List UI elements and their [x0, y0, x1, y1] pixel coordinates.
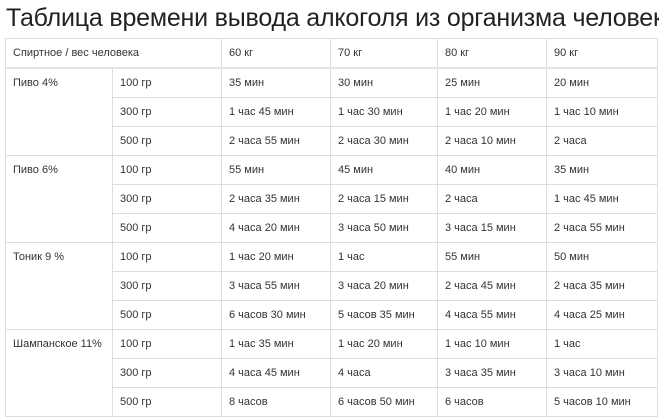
time-cell: 3 часа 15 мин: [437, 213, 547, 243]
table-row: 500 гр 6 часов 30 мин 5 часов 35 мин 4 часа…: [6, 300, 658, 330]
header-weight: 90 кг: [546, 38, 658, 69]
page-title: Таблица времени вывода алкоголя из орган…: [6, 4, 659, 32]
time-cell: 1 час 35 мин: [221, 329, 331, 359]
table-row: Тоник 9 % 100 гр 1 час 20 мин 1 час 55 мин 50…: [5, 242, 658, 330]
amount-cell: 500 гр: [112, 213, 222, 243]
table-row: 300 гр 1 час 45 мин 1 час 30 мин 1 час 20 м…: [6, 97, 658, 127]
drink-cell: Шампанское 11%: [5, 329, 113, 417]
amount-cell: 500 гр: [112, 126, 222, 156]
time-cell: 3 часа 20 мин: [330, 271, 438, 301]
amount-cell: 100 гр: [112, 67, 222, 98]
amount-cell: 500 гр: [112, 387, 222, 417]
alcohol-elimination-table: Спиртное / вес человека 60 кг 70 кг 80 к…: [5, 38, 658, 417]
time-cell: 40 мин: [437, 155, 547, 185]
time-cell: 1 час 20 мин: [221, 242, 331, 272]
drink-cell: Тоник 9 %: [5, 242, 113, 330]
time-cell: 1 час 20 мин: [437, 97, 547, 127]
table-row: 500 гр 2 часа 55 мин 2 часа 30 мин 2 часа 1…: [6, 126, 658, 156]
time-cell: 3 часа 55 мин: [221, 271, 331, 301]
drink-cell: Пиво 4%: [5, 67, 113, 156]
header-drink-weight: Спиртное / вес человека: [5, 38, 222, 69]
table-row: 300 гр 3 часа 55 мин 3 часа 20 мин 2 часа 4…: [6, 271, 658, 301]
table-row: 500 гр 4 часа 20 мин 3 часа 50 мин 3 часа 1…: [6, 213, 658, 243]
drink-cell: Пиво 6%: [5, 155, 113, 243]
time-cell: 35 мин: [546, 155, 658, 185]
time-cell: 50 мин: [546, 242, 658, 272]
amount-cell: 100 гр: [112, 329, 222, 359]
time-cell: 1 час 45 мин: [546, 184, 658, 214]
time-cell: 3 часа 50 мин: [330, 213, 438, 243]
time-cell: 5 часов 35 мин: [330, 300, 438, 330]
amount-cell: 300 гр: [112, 271, 222, 301]
time-cell: 2 часа 55 мин: [221, 126, 331, 156]
amount-cell: 100 гр: [112, 242, 222, 272]
header-row: Спиртное / вес человека 60 кг 70 кг 80 к…: [5, 38, 658, 69]
time-cell: 4 часа: [330, 358, 438, 388]
time-cell: 30 мин: [330, 67, 438, 98]
time-cell: 3 часа 35 мин: [437, 358, 547, 388]
time-cell: 2 часа 15 мин: [330, 184, 438, 214]
header-weight: 80 кг: [437, 38, 547, 69]
time-cell: 25 мин: [437, 67, 547, 98]
time-cell: 6 часов 30 мин: [221, 300, 331, 330]
time-cell: 1 час: [546, 329, 658, 359]
time-cell: 6 часов 50 мин: [330, 387, 438, 417]
time-cell: 4 часа 45 мин: [221, 358, 331, 388]
time-cell: 4 часа 55 мин: [437, 300, 547, 330]
time-cell: 2 часа 30 мин: [330, 126, 438, 156]
time-cell: 1 час 45 мин: [221, 97, 331, 127]
time-cell: 2 часа: [546, 126, 658, 156]
header-weight: 70 кг: [330, 38, 438, 69]
time-cell: 1 час 10 мин: [546, 97, 658, 127]
time-cell: 2 часа 45 мин: [437, 271, 547, 301]
time-cell: 8 часов: [221, 387, 331, 417]
amount-cell: 300 гр: [112, 97, 222, 127]
time-cell: 3 часа 10 мин: [546, 358, 658, 388]
time-cell: 4 часа 25 мин: [546, 300, 658, 330]
time-cell: 2 часа 35 мин: [221, 184, 331, 214]
amount-cell: 500 гр: [112, 300, 222, 330]
time-cell: 1 час: [330, 242, 438, 272]
time-cell: 2 часа 55 мин: [546, 213, 658, 243]
time-cell: 5 часов 10 мин: [546, 387, 658, 417]
time-cell: 2 часа 35 мин: [546, 271, 658, 301]
amount-cell: 300 гр: [112, 358, 222, 388]
time-cell: 1 час 10 мин: [437, 329, 547, 359]
table-row: 300 гр 2 часа 35 мин 2 часа 15 мин 2 часа 1 …: [6, 184, 658, 214]
time-cell: 35 мин: [221, 67, 331, 98]
time-cell: 2 часа 10 мин: [437, 126, 547, 156]
time-cell: 4 часа 20 мин: [221, 213, 331, 243]
time-cell: 45 мин: [330, 155, 438, 185]
time-cell: 1 час 20 мин: [330, 329, 438, 359]
time-cell: 55 мин: [437, 242, 547, 272]
time-cell: 2 часа: [437, 184, 547, 214]
amount-cell: 100 гр: [112, 155, 222, 185]
header-weight: 60 кг: [221, 38, 331, 69]
table-row: Пиво 4% 100 гр 35 мин 30 мин 25 мин 20 мин: [5, 67, 658, 156]
time-cell: 6 часов: [437, 387, 547, 417]
amount-cell: 300 гр: [112, 184, 222, 214]
table-row: Пиво 6% 100 гр 55 мин 45 мин 40 мин 35 мин: [5, 155, 658, 243]
table-row: Шампанское 11% 100 гр 1 час 35 мин 1 час 20…: [5, 329, 658, 417]
time-cell: 1 час 30 мин: [330, 97, 438, 127]
time-cell: 55 мин: [221, 155, 331, 185]
time-cell: 20 мин: [546, 67, 658, 98]
